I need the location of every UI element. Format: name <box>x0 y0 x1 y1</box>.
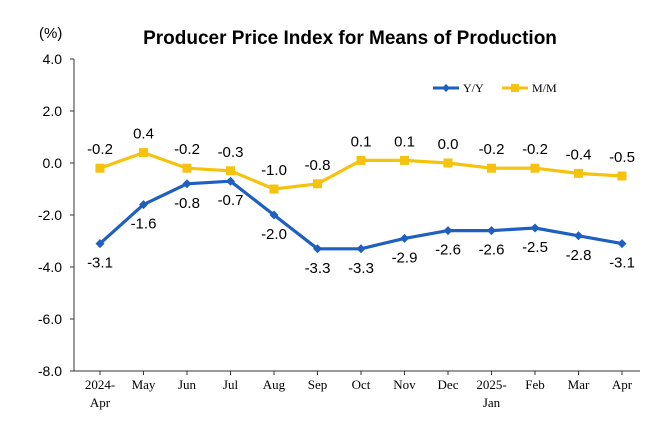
data-label-yy: -2.9 <box>392 249 418 266</box>
data-point-yy <box>443 226 453 236</box>
data-label-yy: -1.6 <box>131 216 157 233</box>
data-point-yy <box>182 179 192 189</box>
data-label-yy: -2.6 <box>479 242 505 259</box>
data-point-yy <box>139 200 148 210</box>
legend-marker-yy <box>442 84 450 92</box>
data-label-mm: -0.2 <box>479 141 505 158</box>
data-label-yy: -2.0 <box>261 226 287 243</box>
x-tick-label: Oct <box>352 377 371 392</box>
data-label-mm: -0.3 <box>218 144 244 161</box>
x-tick-label: 2025- <box>476 377 506 392</box>
x-tick-label: Apr <box>90 395 111 410</box>
data-label-yy: -3.3 <box>305 260 331 277</box>
data-point-mm <box>313 179 322 189</box>
data-label-yy: -2.6 <box>435 242 461 259</box>
data-point-mm <box>356 155 366 165</box>
data-label-mm: 0.0 <box>438 136 459 153</box>
legend-label-mm: M/M <box>532 81 557 95</box>
x-tick-label: Dec <box>438 377 459 392</box>
x-tick-label: Apr <box>612 377 633 392</box>
x-tick-label: Aug <box>263 377 286 392</box>
data-label-yy: -2.5 <box>522 239 548 256</box>
data-point-yy <box>356 244 366 254</box>
data-label-mm: 0.1 <box>351 133 372 150</box>
data-label-mm: -0.8 <box>305 157 331 174</box>
data-point-mm <box>269 184 279 194</box>
y-tick-label: -2.0 <box>38 207 62 223</box>
data-point-yy <box>313 244 322 254</box>
x-tick-label: Sep <box>308 377 328 392</box>
data-point-yy <box>269 210 279 220</box>
data-point-yy <box>530 223 540 233</box>
legend-marker-mm <box>511 84 519 92</box>
chart-title: Producer Price Index for Means of Produc… <box>143 28 557 49</box>
data-point-yy <box>226 176 235 186</box>
y-tick-label: 2.0 <box>43 103 63 119</box>
x-tick-label: Feb <box>525 377 545 392</box>
data-label-mm: -0.2 <box>522 141 548 158</box>
data-label-yy: -0.7 <box>218 192 244 209</box>
x-tick-label: Jul <box>223 377 239 392</box>
data-label-mm: -0.5 <box>609 149 635 166</box>
data-point-yy <box>400 233 409 243</box>
data-label-mm: -1.0 <box>261 162 287 179</box>
data-point-mm <box>400 155 409 165</box>
x-tick-label: May <box>132 377 156 392</box>
data-point-mm <box>487 163 496 173</box>
data-label-yy: -3.3 <box>348 260 374 277</box>
x-tick-label: Nov <box>393 377 416 392</box>
x-tick-label: Jun <box>178 377 197 392</box>
data-point-mm <box>574 168 583 178</box>
legend-label-yy: Y/Y <box>463 81 484 95</box>
x-tick-label: 2024- <box>85 377 115 392</box>
x-tick-label: Jan <box>483 395 501 410</box>
data-point-yy <box>95 239 105 249</box>
y-tick-label: -8.0 <box>38 363 62 379</box>
data-label-yy: -3.1 <box>609 255 635 272</box>
data-point-mm <box>617 171 627 181</box>
data-label-mm: -0.2 <box>174 141 200 158</box>
data-label-yy: -2.8 <box>566 247 592 264</box>
data-point-mm <box>226 166 235 176</box>
y-unit-label: (%) <box>39 25 62 42</box>
y-tick-label: -4.0 <box>38 259 62 275</box>
data-point-yy <box>487 226 496 236</box>
data-point-yy <box>617 239 627 249</box>
data-point-yy <box>574 231 583 241</box>
data-label-yy: -3.1 <box>87 255 113 272</box>
data-label-mm: -0.4 <box>566 146 592 163</box>
y-tick-label: 4.0 <box>43 51 63 67</box>
data-point-mm <box>530 163 540 173</box>
data-label-mm: 0.4 <box>133 126 154 143</box>
data-point-mm <box>139 148 148 158</box>
y-tick-label: 0.0 <box>43 155 63 171</box>
x-tick-label: Mar <box>568 377 590 392</box>
data-point-mm <box>443 158 453 168</box>
data-point-mm <box>182 163 192 173</box>
data-label-mm: -0.2 <box>87 141 113 158</box>
data-label-mm: 0.1 <box>394 133 415 150</box>
data-label-yy: -0.8 <box>174 195 200 212</box>
data-point-mm <box>95 163 105 173</box>
y-tick-label: -6.0 <box>38 311 62 327</box>
